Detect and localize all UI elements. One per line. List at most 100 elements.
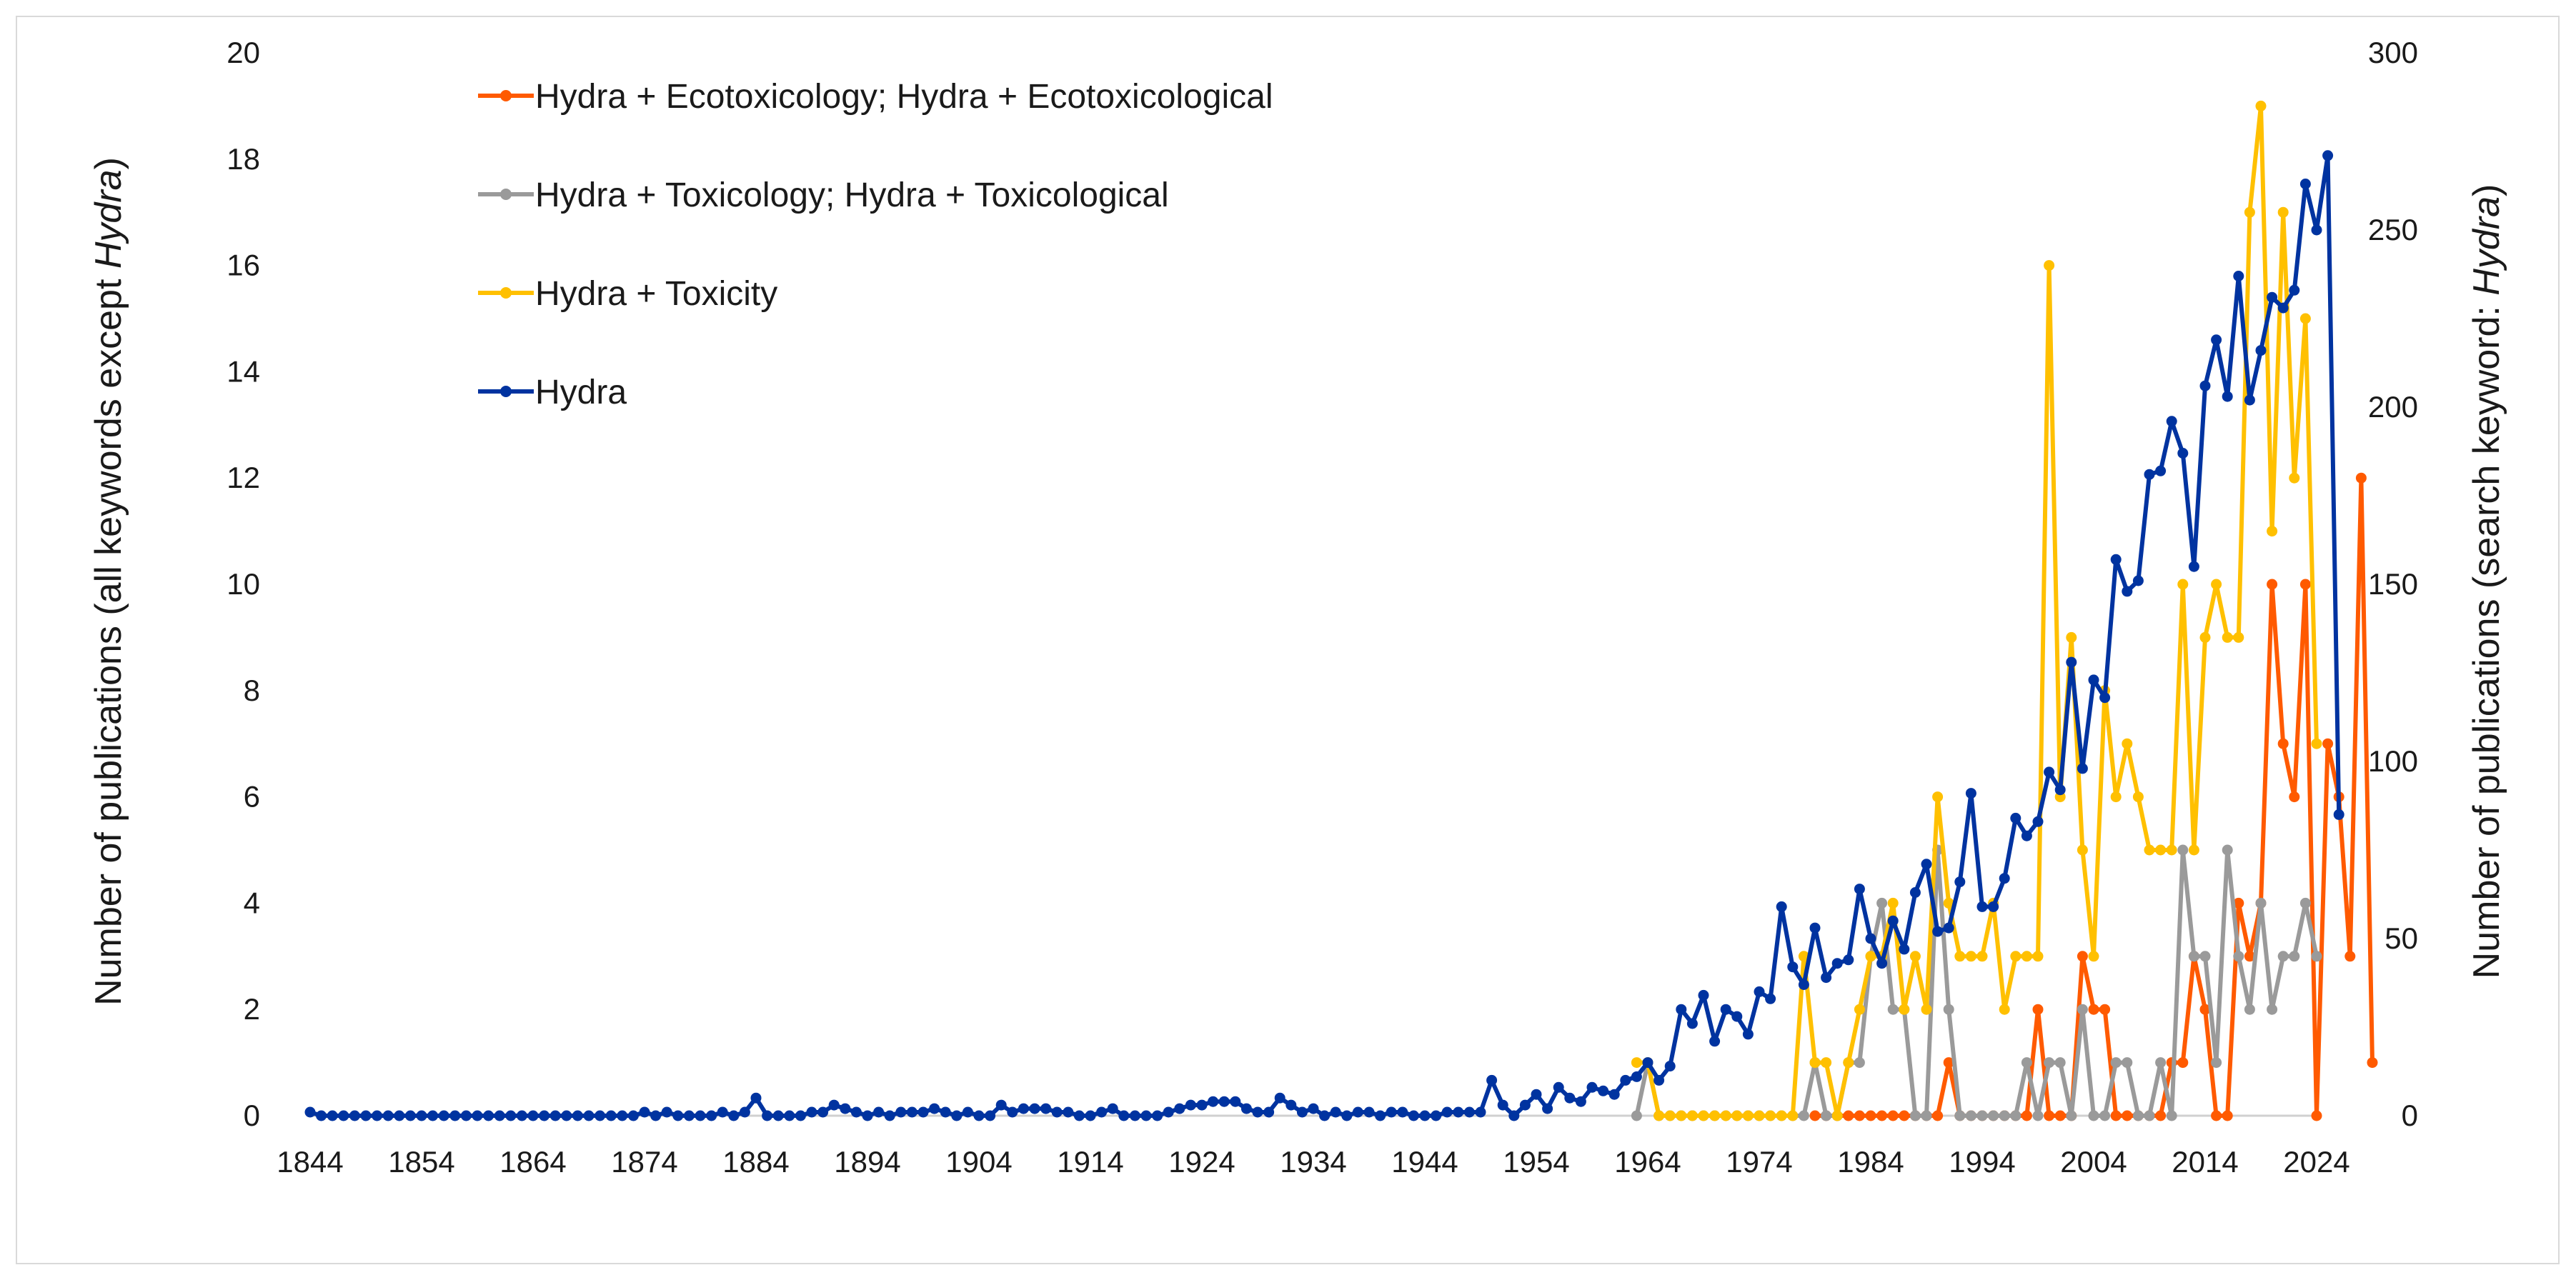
data-point [1664,1061,1676,1072]
y-right-tick-label: 0 [2402,1099,2418,1132]
x-tick-label: 1924 [1168,1145,1235,1179]
data-point [2177,844,2189,856]
x-tick-label: 1914 [1057,1145,1123,1179]
data-point [2054,784,2066,796]
data-point [360,1110,372,1121]
data-point [539,1110,550,1121]
data-point [1274,1092,1285,1104]
data-point [1653,1074,1665,1086]
y-left-tick-label: 2 [244,992,260,1026]
data-point [349,1110,360,1121]
data-point [1976,901,1988,912]
data-point [1831,958,1843,969]
data-point [2344,951,2356,962]
data-point [1887,1110,1899,1121]
data-point [2044,260,2055,271]
data-point [460,1110,472,1121]
data-point [1163,1106,1174,1118]
data-point [1965,788,1976,799]
y-right-tick-label: 250 [2368,213,2418,246]
data-point [1664,1110,1676,1121]
y-axis-left-title: Number of publications (all keywords exc… [88,157,129,1006]
data-point [1776,901,1787,912]
data-point [929,1103,940,1114]
data-point [1486,1074,1498,1086]
data-point [1965,1110,1976,1121]
y-left-tick-label: 4 [244,886,260,919]
data-point [1676,1004,1687,1015]
data-point [2188,561,2199,572]
data-point [1096,1106,1108,1118]
series-line [1815,476,2374,1118]
data-point [595,1110,606,1121]
data-point [2054,1057,2066,1069]
data-point [2077,763,2088,774]
data-point [1954,951,1966,962]
data-point [2044,1057,2055,1069]
x-tick-label: 1854 [388,1145,454,1179]
y-left-tick-label: 10 [227,567,260,601]
data-point [1899,944,1910,955]
data-point [2222,1110,2233,1121]
data-point [1531,1089,1542,1100]
data-point [784,1110,795,1121]
data-point [2244,951,2255,962]
x-tick-label: 2014 [2172,1145,2238,1179]
data-point [1709,1110,1721,1121]
data-point [505,1110,517,1121]
data-point [2233,951,2244,962]
data-point [2122,1110,2133,1121]
data-point [884,1110,895,1121]
data-point [2289,791,2300,803]
data-point [795,1110,806,1121]
data-point [1720,1110,1731,1121]
data-point [2032,816,2044,827]
x-tick-label: 2004 [2060,1145,2127,1179]
series-3 [304,150,2344,1121]
x-tick-label: 1944 [1391,1145,1458,1179]
data-point [2166,844,2177,856]
x-tick-label: 1974 [1726,1145,1792,1179]
data-point [1375,1110,1386,1121]
data-point [717,1106,728,1118]
data-point [2021,1110,2032,1121]
data-point [1887,915,1899,926]
data-point [2066,631,2077,643]
data-point [1208,1096,1219,1107]
data-point [2144,469,2155,480]
data-point [449,1110,461,1121]
series-line [1634,848,2319,1118]
data-point [1185,1099,1196,1111]
x-tick-label: 1934 [1280,1145,1346,1179]
data-point [1843,1057,1854,1069]
data-point [1876,958,1888,969]
data-point [2021,830,2032,841]
data-point [2244,206,2255,218]
data-point [2177,579,2189,590]
data-point [2199,951,2211,962]
legend-marker [500,189,512,200]
data-point [1196,1099,1208,1111]
data-point [1631,1057,1642,1069]
data-point [1965,951,1976,962]
data-point [828,1099,840,1111]
data-point [1463,1106,1475,1118]
legend-label: Hydra + Ecotoxicology; Hydra + Ecotoxico… [535,78,1273,116]
data-point [706,1110,717,1121]
data-point [2132,791,2144,803]
data-point [2367,1057,2378,1069]
data-point [850,1106,862,1118]
data-point [617,1110,628,1121]
series-line [1636,104,2319,1118]
data-point [1285,1099,1297,1111]
data-point [1431,1110,1442,1121]
data-point [372,1110,383,1121]
data-point [672,1110,684,1121]
data-point [1341,1110,1353,1121]
data-point [1821,972,1832,984]
data-point [1976,951,1988,962]
data-point [1352,1106,1363,1118]
data-point [1018,1103,1029,1114]
data-point [1765,1110,1776,1121]
data-point [1586,1081,1598,1093]
